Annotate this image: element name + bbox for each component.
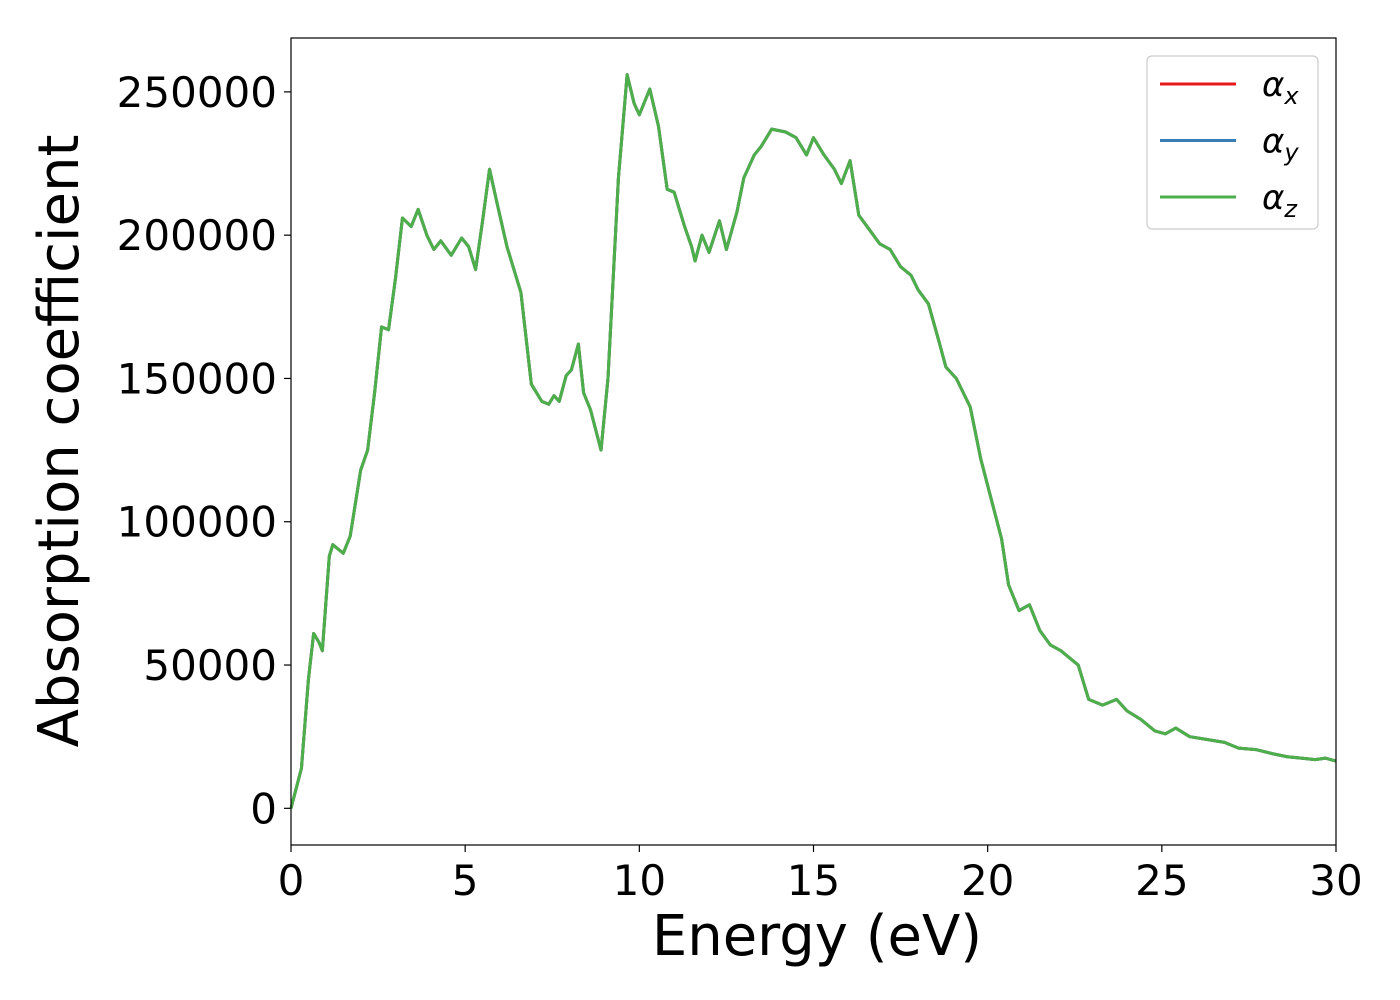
x-tick-label: 20 bbox=[961, 856, 1014, 905]
y-tick-label: 100000 bbox=[117, 498, 277, 547]
x-axis-label: Energy (eV) bbox=[652, 904, 982, 969]
y-tick-label: 0 bbox=[250, 784, 277, 833]
x-tick-label: 25 bbox=[1135, 856, 1188, 905]
y-tick-label: 250000 bbox=[117, 68, 277, 117]
y-tick-label: 150000 bbox=[117, 354, 277, 403]
y-tick-label: 50000 bbox=[143, 641, 277, 690]
data-line bbox=[289, 73, 1337, 809]
x-tick-label: 10 bbox=[613, 856, 666, 905]
legend: αx αy αz bbox=[1146, 55, 1319, 230]
x-tick-label: 5 bbox=[452, 856, 479, 905]
x-tick-label: 15 bbox=[787, 856, 840, 905]
legend-label: αy bbox=[1262, 122, 1299, 167]
x-tick-label: 30 bbox=[1309, 856, 1362, 905]
y-axis-label: Absorption coefficient bbox=[27, 135, 92, 748]
plot-frame bbox=[290, 37, 1337, 846]
legend-box bbox=[1146, 55, 1319, 230]
y-tick-label: 200000 bbox=[117, 211, 277, 260]
legend-label: αz bbox=[1262, 178, 1298, 223]
x-tick-label: 0 bbox=[278, 856, 305, 905]
legend-label: αx bbox=[1262, 65, 1299, 110]
